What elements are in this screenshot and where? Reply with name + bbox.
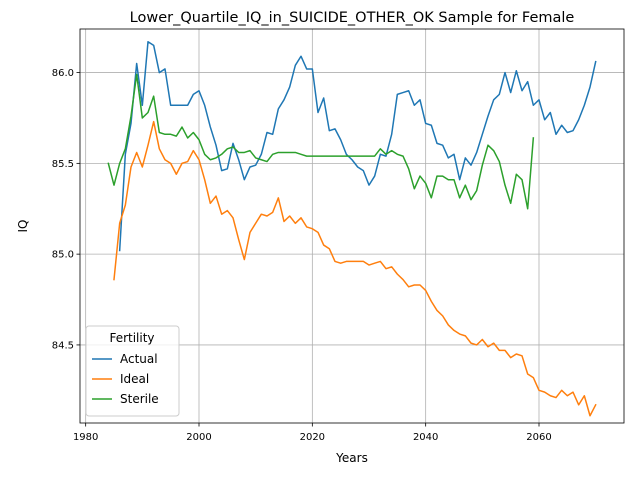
y-tick-label: 85.5: [52, 159, 74, 170]
legend-entries: Actual Ideal Sterile: [92, 352, 159, 406]
series-line-ideal: [113, 120, 597, 417]
legend-label-ideal: Ideal: [120, 372, 149, 386]
legend-label-sterile: Sterile: [120, 392, 159, 406]
legend-label-actual: Actual: [120, 352, 158, 366]
x-tick-label: 2060: [526, 432, 551, 443]
y-tick-label: 85.0: [52, 250, 74, 261]
x-tick-label: 2000: [186, 432, 211, 443]
series-line-actual: [118, 40, 597, 252]
plot-frame: [79, 28, 625, 424]
legend-box: [85, 325, 180, 417]
legend: Fertility Actual Ideal Sterile: [85, 325, 180, 417]
x-tick-label: 2040: [413, 432, 438, 443]
chart-title: Lower_Quartile_IQ_in_SUICIDE_OTHER_OK Sa…: [130, 10, 575, 26]
series-lines: [107, 40, 597, 417]
y-tick-label: 84.5: [52, 340, 74, 351]
x-axis-label: Years: [335, 451, 368, 465]
x-tick-label: 2020: [300, 432, 325, 443]
y-tick-label: 86.0: [52, 68, 74, 79]
legend-title: Fertility: [109, 331, 154, 345]
y-axis-label: IQ: [16, 220, 30, 233]
axis-ticks: 1980 2000 2020 2040 2060 84.5 85.0 85.5 86.0: [52, 68, 552, 443]
series-line-sterile: [107, 73, 535, 210]
x-tick-label: 1980: [73, 432, 98, 443]
